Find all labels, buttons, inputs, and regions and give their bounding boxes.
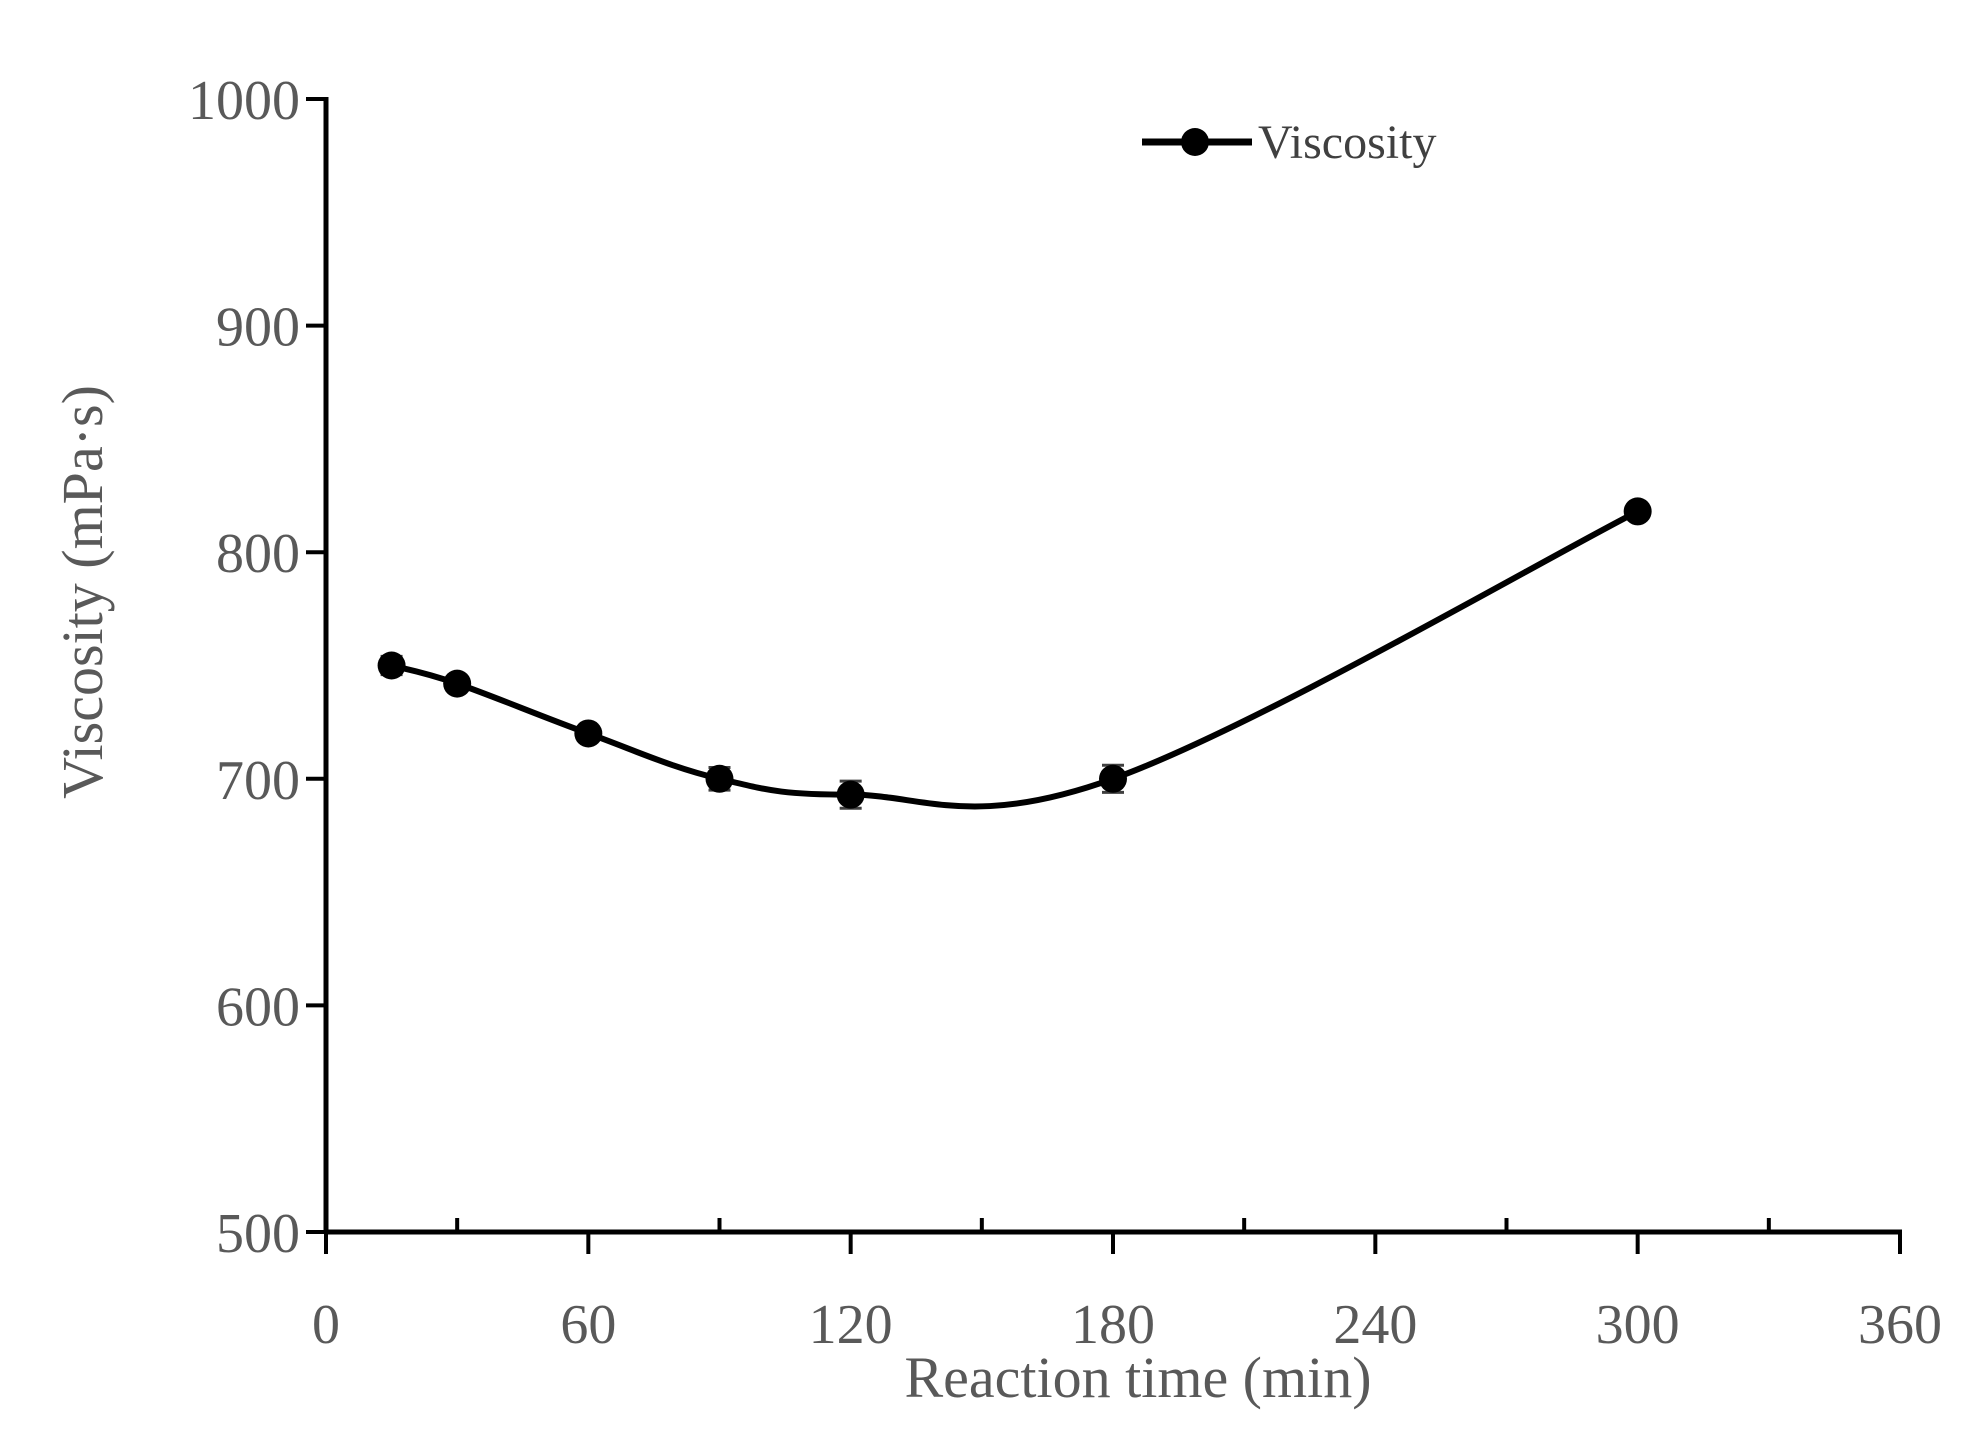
data-point — [1099, 764, 1127, 793]
y-tick-label: 600 — [216, 976, 300, 1038]
x-tick-label: 60 — [560, 1294, 616, 1356]
axes — [323, 97, 1902, 1235]
x-axis-title: Reaction time (min) — [904, 1345, 1371, 1410]
x-tick-label: 300 — [1596, 1294, 1680, 1356]
x-tick-label: 240 — [1333, 1294, 1417, 1356]
data-point — [377, 651, 406, 680]
data-point — [705, 764, 734, 793]
legend-marker-swatch — [1181, 128, 1209, 156]
y-tick-label: 500 — [216, 1203, 300, 1265]
x-axis-ticks: 0 60 120 180 240 300 360 — [312, 1218, 1942, 1356]
data-point — [443, 669, 472, 698]
x-tick-label: 180 — [1071, 1294, 1155, 1356]
y-axis-title: Viscosity (mPa·s) — [50, 385, 115, 799]
legend-label: Viscosity — [1258, 116, 1436, 169]
data-point — [836, 780, 865, 809]
y-tick-label: 800 — [216, 523, 300, 585]
x-tick-label: 120 — [809, 1294, 893, 1356]
viscosity-series-line — [390, 508, 1640, 810]
y-tick-label: 1000 — [188, 70, 300, 132]
y-tick-label: 700 — [216, 750, 300, 812]
data-point — [574, 719, 603, 748]
x-tick-label: 0 — [312, 1294, 340, 1356]
data-point — [1623, 497, 1652, 526]
series-layer — [377, 497, 1652, 810]
legend: Viscosity — [1142, 116, 1436, 169]
y-axis-ticks: 500 600 700 800 900 1000 — [188, 70, 326, 1265]
x-tick-label: 360 — [1858, 1294, 1942, 1356]
y-tick-label: 900 — [216, 297, 300, 359]
